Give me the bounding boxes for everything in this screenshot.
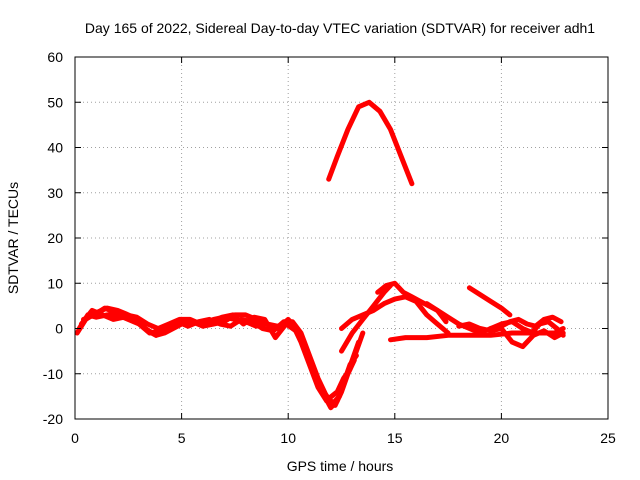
series-track-14 (528, 319, 566, 338)
series-track-7 (339, 283, 393, 354)
y-tick-label: -20 (43, 411, 63, 427)
series-track-4 (81, 305, 366, 402)
y-tick-label: 10 (47, 275, 63, 291)
y-axis-label: SDTVAR / TECUs (5, 182, 21, 294)
series-layer (74, 99, 566, 411)
y-tick-label: 20 (47, 230, 63, 246)
y-tick-label: 40 (47, 140, 63, 156)
x-ticks: 0 5 10 15 20 25 (71, 57, 616, 446)
y-tick-label: 50 (47, 94, 63, 110)
x-tick-label: 15 (387, 430, 403, 446)
x-tick-label: 0 (71, 430, 79, 446)
series-track-12 (456, 321, 566, 350)
x-tick-label: 5 (178, 430, 186, 446)
chart-title: Day 165 of 2022, Sidereal Day-to-day VTE… (85, 20, 595, 36)
series-track-6 (339, 294, 451, 336)
x-tick-label: 25 (600, 430, 616, 446)
y-tick-label: 30 (47, 185, 63, 201)
grid (75, 57, 608, 419)
y-tick-label: 60 (47, 49, 63, 65)
series-track-13 (488, 314, 564, 331)
x-tick-label: 10 (280, 430, 296, 446)
series-track-2 (76, 312, 359, 411)
series-track-5 (326, 99, 415, 187)
x-axis-label: GPS time / hours (287, 458, 394, 474)
x-tick-label: 20 (494, 430, 510, 446)
y-ticks: -20 -10 0 10 20 30 40 50 60 (43, 49, 608, 427)
y-tick-label: -10 (43, 366, 63, 382)
plot-frame (74, 56, 609, 420)
series-track-3 (78, 307, 357, 408)
y-tick-label: 0 (55, 321, 63, 337)
series-track-10 (466, 285, 513, 318)
series-track-11 (424, 301, 536, 336)
